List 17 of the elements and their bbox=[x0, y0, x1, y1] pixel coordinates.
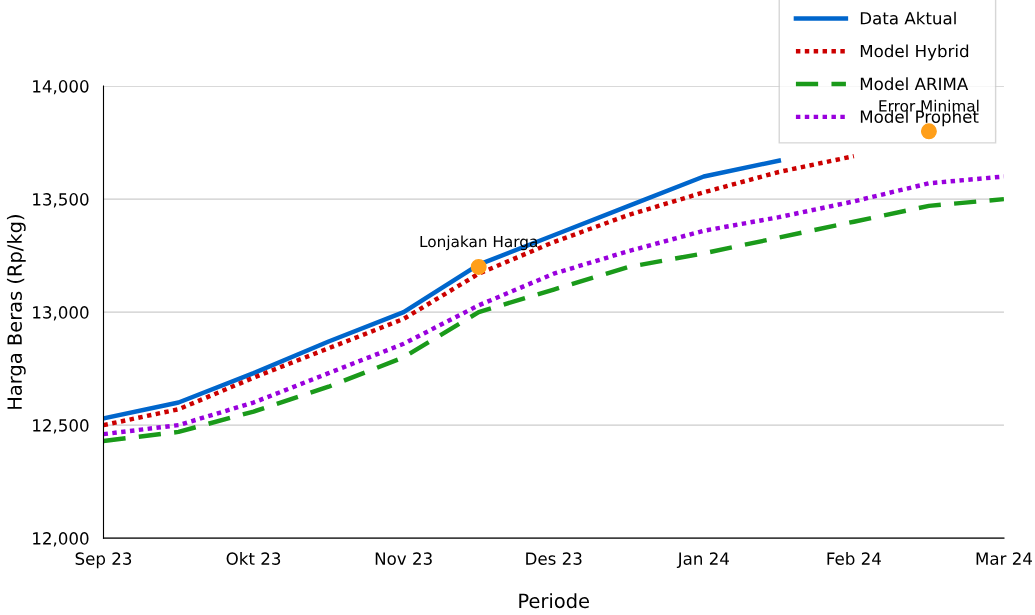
y-tick-label: 12,000 bbox=[33, 532, 89, 547]
x-tick-label: Jan 24 bbox=[676, 552, 729, 569]
y-tick-label: 13,000 bbox=[33, 306, 89, 321]
y-tick-label: 12,500 bbox=[33, 419, 89, 434]
legend-label: Data Aktual bbox=[860, 11, 956, 25]
x-tick-label: Feb 24 bbox=[827, 552, 881, 565]
legend-label: Model Hybrid bbox=[860, 44, 969, 61]
y-tick-label: 14,000 bbox=[33, 80, 89, 95]
x-tick-label: Sep 23 bbox=[75, 552, 132, 569]
y-axis-title: Harga Beras (Rp/kg) bbox=[6, 215, 26, 409]
legend-label: Model ARIMA bbox=[860, 77, 969, 91]
x-tick-label: Des 23 bbox=[526, 552, 582, 565]
x-tick-label: Mar 24 bbox=[976, 552, 1032, 565]
x-axis-title: Periode bbox=[519, 593, 589, 609]
x-tick-label: Nov 23 bbox=[375, 552, 432, 565]
y-tick-label: 13,500 bbox=[33, 193, 89, 208]
x-tick-label: Okt 23 bbox=[226, 552, 281, 565]
